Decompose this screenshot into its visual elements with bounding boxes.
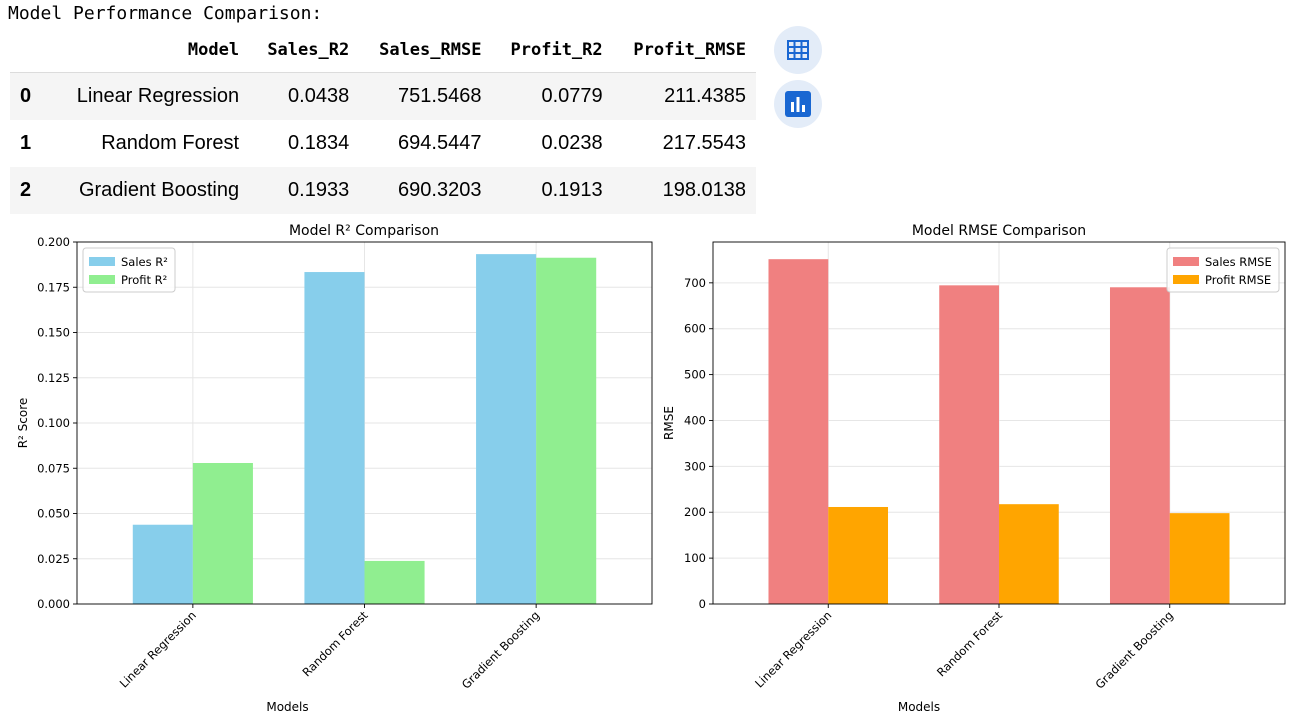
bar xyxy=(1169,513,1230,604)
bar xyxy=(304,272,365,604)
profit-r2-cell: 0.0238 xyxy=(491,120,613,167)
y-tick-label: 400 xyxy=(684,413,706,427)
x-axis-label: Models xyxy=(898,700,940,714)
y-tick-label: 0.175 xyxy=(37,280,70,294)
x-tick-label: Linear Regression xyxy=(752,608,834,690)
chart-title: Model R² Comparison xyxy=(289,223,439,239)
bar xyxy=(828,506,889,604)
sales-rmse-cell: 694.5447 xyxy=(359,120,492,167)
bar-chart-icon xyxy=(785,91,811,117)
y-axis-label: R² Score xyxy=(16,398,30,449)
y-tick-label: 0.125 xyxy=(37,371,70,385)
profit-r2-header: Profit_R2 xyxy=(491,28,613,73)
model-header: Model xyxy=(52,28,250,73)
table-row: 0 Linear Regression 0.0438 751.5468 0.07… xyxy=(10,72,756,120)
x-tick-label: Linear Regression xyxy=(117,608,199,690)
table-row: 2 Gradient Boosting 0.1933 690.3203 0.19… xyxy=(10,167,756,214)
legend-label: Sales RMSE xyxy=(1205,255,1272,269)
bar xyxy=(1109,287,1170,604)
legend-label: Sales R² xyxy=(121,255,168,269)
legend-swatch xyxy=(1173,257,1199,266)
model-cell: Linear Regression xyxy=(52,72,250,120)
y-axis-label: RMSE xyxy=(662,406,676,440)
index-header xyxy=(10,28,52,73)
bar xyxy=(536,257,597,604)
sales-r2-cell: 0.1834 xyxy=(249,120,360,167)
y-tick-label: 300 xyxy=(684,459,706,473)
bar xyxy=(939,285,999,604)
y-tick-label: 0.150 xyxy=(37,326,70,340)
r2-comparison-chart: 0.000 0.025 0.050 0.075 0.100 0.125 0.150 0.175… xyxy=(16,223,653,714)
performance-table: Model Sales_R2 Sales_RMSE Profit_R2 Prof… xyxy=(10,28,756,214)
x-tick-label: Random Forest xyxy=(934,608,1005,679)
bar xyxy=(364,560,425,604)
sales-r2-cell: 0.1933 xyxy=(249,167,360,214)
x-axis-label: Models xyxy=(266,700,308,714)
table-header-row: Model Sales_R2 Sales_RMSE Profit_R2 Prof… xyxy=(10,28,756,73)
x-tick-label: Gradient Boosting xyxy=(1092,608,1175,691)
y-tick-label: 0.025 xyxy=(37,552,70,566)
legend-swatch xyxy=(1173,275,1199,284)
bar xyxy=(476,254,537,604)
x-tick-label: Random Forest xyxy=(300,608,371,679)
rmse-comparison-chart: 0 100 200 300 400 500 600 700 Linear Regression R… xyxy=(662,223,1286,714)
suggest-charts-button[interactable] xyxy=(774,80,822,128)
profit-rmse-cell: 217.5543 xyxy=(612,120,756,167)
profit-r2-cell: 0.0779 xyxy=(491,72,613,120)
x-tick-label: Gradient Boosting xyxy=(459,608,542,691)
y-tick-label: 0.100 xyxy=(37,416,70,430)
profit-rmse-cell: 198.0138 xyxy=(612,167,756,214)
output-title: Model Performance Comparison: xyxy=(8,3,323,24)
sales-rmse-cell: 751.5468 xyxy=(359,72,492,120)
legend-label: Profit R² xyxy=(121,273,167,287)
sales-r2-header: Sales_R2 xyxy=(249,28,360,73)
legend-swatch xyxy=(89,257,115,266)
y-tick-label: 0 xyxy=(699,597,706,611)
y-tick-label: 100 xyxy=(684,551,706,565)
bar xyxy=(768,259,829,604)
table-row: 1 Random Forest 0.1834 694.5447 0.0238 2… xyxy=(10,120,756,167)
row-index: 2 xyxy=(10,167,52,214)
row-index: 1 xyxy=(10,120,52,167)
y-tick-label: 0.075 xyxy=(37,461,70,475)
y-tick-label: 500 xyxy=(684,368,706,382)
sales-rmse-header: Sales_RMSE xyxy=(359,28,492,73)
chart-title: Model RMSE Comparison xyxy=(912,223,1086,239)
row-index: 0 xyxy=(10,72,52,120)
sales-r2-cell: 0.0438 xyxy=(249,72,360,120)
bar xyxy=(999,504,1059,604)
legend-swatch xyxy=(89,275,115,284)
y-tick-label: 0.000 xyxy=(37,597,70,611)
table-icon xyxy=(787,40,809,60)
profit-rmse-header: Profit_RMSE xyxy=(612,28,756,73)
sales-rmse-cell: 690.3203 xyxy=(359,167,492,214)
y-tick-label: 200 xyxy=(684,505,706,519)
bar xyxy=(132,524,193,604)
y-tick-label: 700 xyxy=(684,276,706,290)
y-tick-label: 0.200 xyxy=(37,235,70,249)
bar xyxy=(192,463,253,604)
profit-rmse-cell: 211.4385 xyxy=(612,72,756,120)
y-tick-label: 600 xyxy=(684,322,706,336)
y-tick-label: 0.050 xyxy=(37,507,70,521)
model-cell: Gradient Boosting xyxy=(52,167,250,214)
model-cell: Random Forest xyxy=(52,120,250,167)
profit-r2-cell: 0.1913 xyxy=(491,167,613,214)
legend-label: Profit RMSE xyxy=(1205,273,1271,287)
convert-to-table-button[interactable] xyxy=(774,26,822,74)
